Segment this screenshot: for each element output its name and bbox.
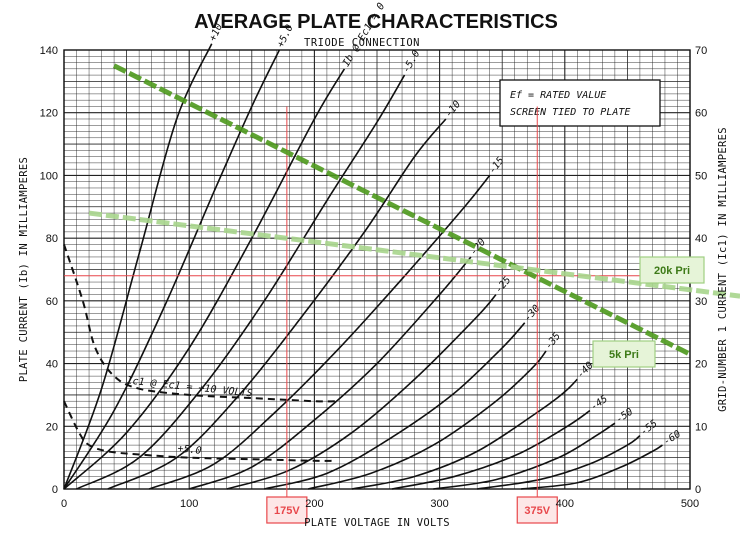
y-tick-label-right: 20 (695, 359, 707, 371)
y-tick-label-right: 30 (695, 296, 707, 308)
y-tick-label-left: 80 (46, 233, 58, 245)
y-tick-label-right: 50 (695, 170, 707, 182)
load-line-callout-box (639, 256, 705, 284)
plate-curve-label: -5.0 (401, 49, 423, 75)
load-line-callout-label: 5k Pri (609, 349, 639, 361)
plate-curve-label: -50 (614, 406, 635, 425)
y-tick-label-left: 60 (46, 296, 58, 308)
x-tick-label: 400 (556, 498, 574, 510)
voltage-marker-box (266, 496, 308, 524)
plate-curve-label: -45 (589, 394, 610, 413)
plate-curve (107, 118, 447, 490)
y-tick-label-left: 20 (46, 421, 58, 433)
plate-curve (351, 378, 578, 490)
grid-current-curve-label: +5.0 (177, 443, 202, 456)
plate-curve-label: -10 (443, 99, 463, 120)
x-tick-label: 0 (61, 498, 67, 510)
y-tick-label-right: 60 (695, 108, 707, 120)
plate-curve (76, 74, 406, 490)
note-box-frame (499, 79, 661, 127)
load-line-callout-box (592, 340, 656, 368)
x-tick-label: 500 (681, 498, 699, 510)
plate-curve (63, 68, 346, 490)
plate-curve (188, 256, 472, 490)
voltage-marker-label: 375V (524, 505, 550, 517)
y-tick-label-right: 70 (695, 45, 707, 57)
plate-curve (520, 444, 663, 490)
plate-curve-label: -25 (493, 275, 513, 296)
plate-curve (63, 49, 281, 490)
plate-curve (477, 435, 641, 490)
load-lines: 20k Pri 5k Pri (88, 63, 740, 368)
plate-curve (148, 174, 491, 490)
axes: 0 100 200 300 400 500 0 20 40 60 80 100 120 140 0 10 20 3… (18, 45, 729, 529)
x-tick-label: 200 (305, 498, 323, 510)
y-tick-label-left: 100 (40, 170, 58, 182)
load-line (112, 63, 692, 357)
chart-title: AVERAGE PLATE CHARACTERISTICS (194, 11, 558, 33)
plate-curve (63, 43, 213, 490)
y-tick-label-left: 0 (52, 484, 58, 496)
note-line: SCREEN TIED TO PLATE (510, 107, 630, 118)
y-axis-label-left: PLATE CURRENT (Ib) IN MILLIAMPERES (18, 157, 30, 382)
note-box: Ef = RATED VALUE SCREEN TIED TO PLATE (499, 79, 661, 127)
plate-curve (433, 422, 616, 490)
plate-curve-label: -35 (543, 331, 563, 352)
x-tick-label: 100 (180, 498, 198, 510)
y-tick-label-left: 140 (40, 45, 58, 57)
plate-curve (391, 409, 591, 490)
load-line (88, 210, 740, 299)
chart-subtitle: TRIODE CONNECTION (304, 37, 420, 49)
y-tick-label-right: 0 (695, 484, 701, 496)
y-axis-label-right: GRID-NUMBER 1 CURRENT (Ic1) IN MILLIAMPE… (717, 127, 729, 412)
plate-curve-label: -20 (468, 237, 488, 258)
x-tick-label: 300 (430, 498, 448, 510)
load-line-callout-label: 20k Pri (654, 265, 690, 277)
grid-current-curve (63, 244, 340, 403)
y-tick-label-right: 40 (695, 233, 707, 245)
y-tick-label-right: 10 (695, 421, 707, 433)
grid-current-curve (63, 400, 334, 462)
voltage-marker-box (516, 496, 558, 524)
plate-curve-label: -30 (522, 303, 542, 324)
plate-curve (226, 294, 497, 490)
note-line: Ef = RATED VALUE (510, 90, 606, 101)
plate-curve (264, 322, 526, 490)
plate-curve (307, 350, 547, 490)
plate-curve-label: -55 (639, 418, 660, 438)
voltage-marker-label: 175V (274, 505, 300, 517)
x-axis-label: PLATE VOLTAGE IN VOLTS (304, 517, 450, 529)
y-tick-label-left: 120 (40, 108, 58, 120)
y-tick-label-left: 40 (46, 359, 58, 371)
